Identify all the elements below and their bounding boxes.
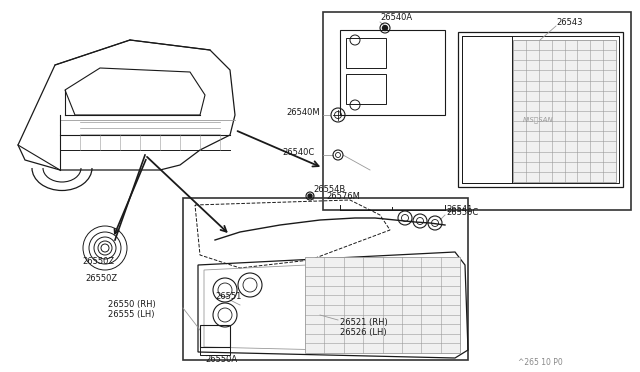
Bar	[462, 36, 619, 183]
Text: 26550Z: 26550Z	[82, 257, 114, 266]
Bar	[462, 36, 512, 183]
Bar	[323, 12, 631, 210]
Text: ^265 10 P0: ^265 10 P0	[518, 358, 563, 367]
Circle shape	[383, 26, 387, 31]
Text: NIS　SAN: NIS SAN	[523, 117, 554, 123]
Bar	[200, 325, 230, 347]
Text: 26540M: 26540M	[286, 108, 319, 117]
Text: 26543: 26543	[556, 18, 582, 27]
Text: 26540A: 26540A	[380, 13, 412, 22]
Bar	[458, 32, 623, 187]
Text: 26550 (RH): 26550 (RH)	[108, 300, 156, 309]
Bar	[513, 40, 616, 182]
Text: 26550A: 26550A	[205, 355, 237, 364]
Circle shape	[308, 194, 312, 198]
Bar	[305, 257, 460, 353]
Bar	[346, 38, 386, 68]
Bar	[346, 74, 386, 104]
Bar	[200, 347, 230, 355]
Text: 26526 (LH): 26526 (LH)	[340, 328, 387, 337]
Bar	[340, 30, 445, 115]
Text: 26521 (RH): 26521 (RH)	[340, 318, 388, 327]
Text: 26555 (LH): 26555 (LH)	[108, 310, 154, 319]
Text: 26541: 26541	[446, 205, 472, 214]
Text: 26550C: 26550C	[446, 208, 478, 217]
Bar	[183, 198, 468, 360]
Text: 26554B: 26554B	[313, 185, 345, 194]
Text: 26550Z: 26550Z	[85, 274, 117, 283]
Text: 26551: 26551	[215, 292, 241, 301]
Text: 26540C: 26540C	[282, 148, 314, 157]
Text: 26576M: 26576M	[326, 192, 360, 201]
